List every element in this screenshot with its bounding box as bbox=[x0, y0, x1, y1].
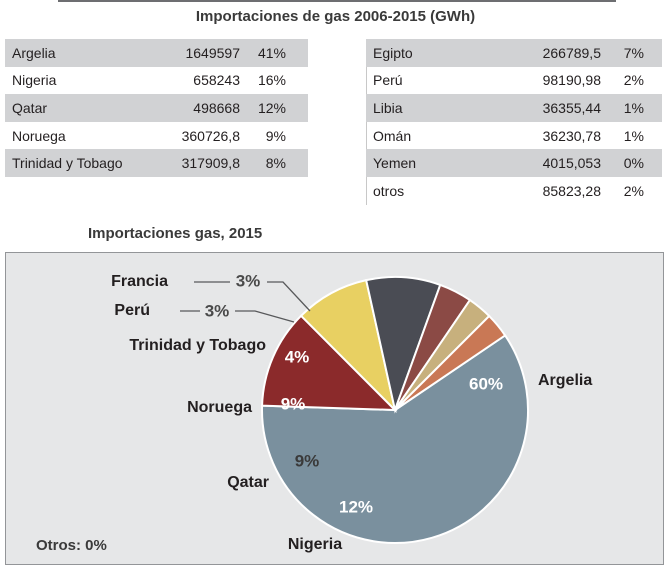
pie-category-label-noruega: Noruega bbox=[187, 399, 252, 416]
table-cell-pct: 41% bbox=[240, 39, 308, 67]
otros-note: Otros: 0% bbox=[36, 537, 107, 554]
pie-slice-francia bbox=[394, 314, 507, 411]
chart-title: Importaciones gas, 2015 bbox=[88, 225, 263, 242]
table-cell-value: 498668 bbox=[162, 94, 240, 122]
table-cell-pct: 7% bbox=[601, 39, 662, 67]
pie-value-label-noruega: 9% bbox=[281, 394, 306, 413]
table-cell-pct: 16% bbox=[257, 72, 286, 89]
leader-line-francia-2 bbox=[267, 281, 311, 312]
table-cell-name: Noruega bbox=[12, 127, 66, 144]
table-cell-value: 36355,44 bbox=[513, 94, 601, 122]
pie-slice-nigeria bbox=[261, 314, 398, 412]
table-cell-value: 266789,5 bbox=[513, 39, 601, 67]
table-cell-value: 85823,28 bbox=[542, 182, 601, 199]
table-divider bbox=[366, 39, 367, 205]
table-row: Omán 36230,78 1% bbox=[366, 122, 662, 150]
pie-category-label-trinidad-y-tobago: Trinidad y Tobago bbox=[129, 337, 266, 354]
table-cell-value: 317909,8 bbox=[162, 149, 240, 177]
table-cell-value: 360726,8 bbox=[181, 127, 240, 144]
table-row: Nigeria 658243 16% bbox=[5, 67, 308, 95]
table-cell-name: Egipto bbox=[366, 39, 513, 67]
table-title: Importaciones de gas 2006-2015 (GWh) bbox=[195, 8, 476, 25]
pie-category-label-argelia: Argelia bbox=[538, 372, 592, 389]
pie-category-label-perú: Perú bbox=[114, 302, 150, 319]
table-cell-pct: 1% bbox=[601, 94, 662, 122]
table-cell-name: Qatar bbox=[5, 94, 162, 122]
table-cell-name: Omán bbox=[373, 127, 412, 144]
table-cell-name: Nigeria bbox=[12, 72, 57, 89]
table-row: Libia 36355,44 1% bbox=[366, 94, 662, 122]
pie-slice-argelia bbox=[261, 334, 529, 544]
pie-value-label-trinidad-y-tobago: 4% bbox=[285, 347, 310, 366]
pie-category-label-nigeria: Nigeria bbox=[288, 536, 342, 553]
table-cell-value: 4015,053 bbox=[513, 149, 601, 177]
table-cell-value: 36230,78 bbox=[542, 127, 601, 144]
imports-table-left: Argelia 1649597 41% Nigeria 658243 16% Qatar 49… bbox=[5, 39, 308, 177]
table-row: Qatar 498668 12% bbox=[5, 94, 308, 122]
table-row: Egipto 266789,5 7% bbox=[366, 39, 662, 67]
table-row: otros 85823,28 2% bbox=[366, 177, 662, 205]
table-cell-value: 1649597 bbox=[162, 39, 240, 67]
table-row: Argelia 1649597 41% bbox=[5, 39, 308, 67]
pie-value-label-qatar: 9% bbox=[295, 451, 320, 470]
table-cell-name: Argelia bbox=[5, 39, 162, 67]
imports-table-right: Egipto 266789,5 7% Perú 98190,98 2% Libia 36355… bbox=[366, 39, 662, 205]
table-cell-name: Trinidad y Tobago bbox=[5, 149, 162, 177]
table-cell-value: 98190,98 bbox=[542, 72, 601, 89]
table-row: Yemen 4015,053 0% bbox=[366, 149, 662, 177]
table-cell-pct: 8% bbox=[240, 149, 308, 177]
table-cell-pct: 0% bbox=[601, 149, 662, 177]
pie-value-label-nigeria: 12% bbox=[339, 497, 373, 516]
table-cell-value: 658243 bbox=[193, 72, 240, 89]
table-row: Trinidad y Tobago 317909,8 8% bbox=[5, 149, 308, 177]
table-cell-pct: 1% bbox=[623, 127, 644, 144]
pie-value-label-francia: 3% bbox=[236, 271, 261, 290]
pie-value-label-perú: 3% bbox=[205, 301, 230, 320]
table-cell-pct: 2% bbox=[623, 72, 644, 89]
top-rule bbox=[58, 0, 616, 2]
table-cell-name: Libia bbox=[366, 94, 513, 122]
table-cell-pct: 9% bbox=[265, 127, 286, 144]
table-cell-pct: 12% bbox=[240, 94, 308, 122]
pie-value-label-argelia: 60% bbox=[469, 374, 503, 393]
table-row: Perú 98190,98 2% bbox=[366, 67, 662, 95]
table-row: Noruega 360726,8 9% bbox=[5, 122, 308, 150]
table-cell-pct: 2% bbox=[623, 182, 644, 199]
pie-category-label-qatar: Qatar bbox=[227, 474, 269, 491]
leader-line-perú-2 bbox=[235, 310, 295, 323]
table-cell-name: Yemen bbox=[366, 149, 513, 177]
table-cell-name: Perú bbox=[373, 72, 403, 89]
pie-category-label-francia: Francia bbox=[111, 273, 168, 290]
table-cell-name: otros bbox=[373, 182, 405, 199]
